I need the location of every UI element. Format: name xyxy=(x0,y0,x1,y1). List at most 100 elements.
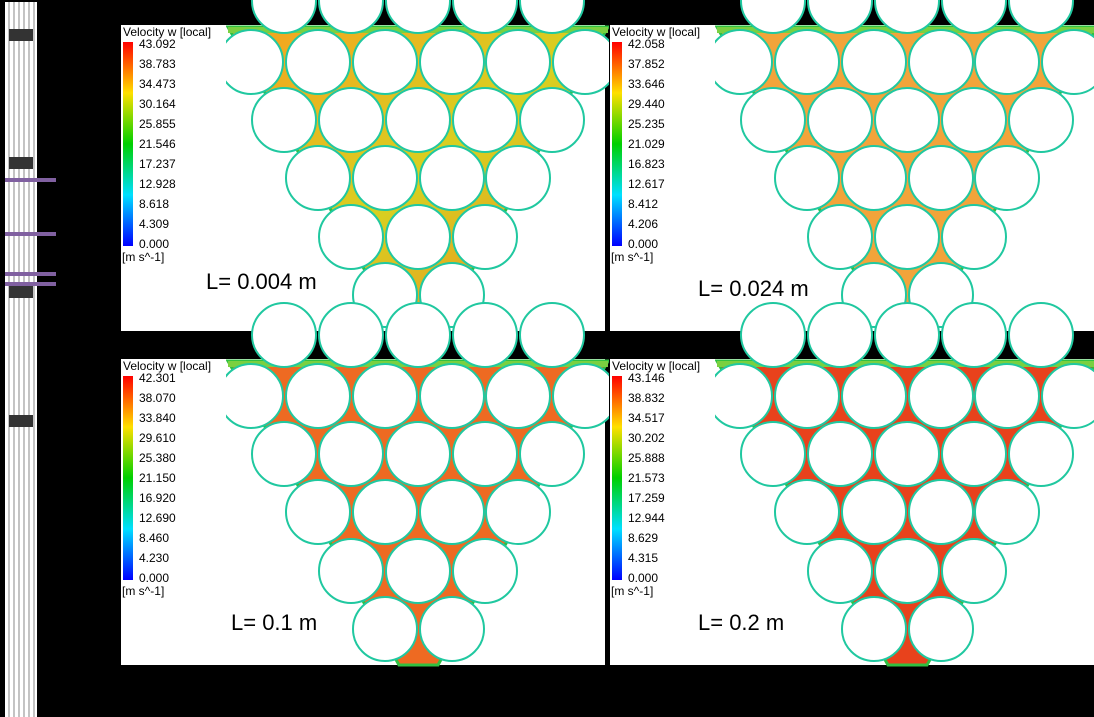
legend-tick: 8.412 xyxy=(628,197,658,211)
legend-tick: 4.315 xyxy=(628,551,658,565)
legend-bg xyxy=(610,25,715,267)
rod xyxy=(218,29,284,95)
panel: Velocity w [local]43.092 38.783 34.473 30.1… xyxy=(121,0,619,333)
legend-unit: [m s^-1] xyxy=(122,250,164,264)
rod xyxy=(807,87,873,153)
rod xyxy=(485,145,551,211)
rod xyxy=(251,302,317,368)
rod xyxy=(874,421,940,487)
rod xyxy=(1008,421,1074,487)
legend-title: Velocity w [local] xyxy=(612,25,700,39)
rod xyxy=(318,0,384,34)
rod xyxy=(352,363,418,429)
legend-tick: 30.164 xyxy=(139,97,176,111)
rod xyxy=(419,29,485,95)
rod xyxy=(452,538,518,604)
legend-tick: 17.237 xyxy=(139,157,176,171)
legend-tick: 21.546 xyxy=(139,137,176,151)
legend-tick: 43.146 xyxy=(628,371,665,385)
rod xyxy=(841,479,907,545)
rod xyxy=(807,421,873,487)
legend-tick: 38.832 xyxy=(628,391,665,405)
rod xyxy=(352,596,418,662)
color-bar xyxy=(612,42,622,246)
legend-tick: 33.646 xyxy=(628,77,665,91)
rod xyxy=(519,421,585,487)
strip-mark xyxy=(9,286,33,298)
rod xyxy=(318,421,384,487)
legend-tick: 34.517 xyxy=(628,411,665,425)
rod xyxy=(285,479,351,545)
legend-unit: [m s^-1] xyxy=(122,584,164,598)
rod xyxy=(452,302,518,368)
rod xyxy=(1008,87,1074,153)
panel: Velocity w [local]42.058 37.852 33.646 29.4… xyxy=(610,0,1094,333)
rod xyxy=(485,29,551,95)
rod xyxy=(974,29,1040,95)
rod xyxy=(740,421,806,487)
rod xyxy=(941,0,1007,34)
strip-lines xyxy=(5,2,56,717)
rod xyxy=(841,29,907,95)
length-label: L= 0.024 m xyxy=(698,276,809,301)
legend-tick: 12.928 xyxy=(139,177,176,191)
legend-tick: 16.823 xyxy=(628,157,665,171)
rod xyxy=(941,538,1007,604)
rod xyxy=(251,87,317,153)
rod xyxy=(941,204,1007,270)
legend-tick: 4.309 xyxy=(139,217,169,231)
rod xyxy=(1041,363,1094,429)
rod xyxy=(941,87,1007,153)
legend-tick: 0.000 xyxy=(139,237,169,251)
legend-tick: 33.840 xyxy=(139,411,176,425)
rod xyxy=(740,87,806,153)
legend-tick: 8.629 xyxy=(628,531,658,545)
color-bar xyxy=(123,42,133,246)
rod xyxy=(318,538,384,604)
legend-tick: 42.301 xyxy=(139,371,176,385)
rod xyxy=(774,29,840,95)
length-label: L= 0.004 m xyxy=(206,269,317,294)
rod xyxy=(285,145,351,211)
rod xyxy=(485,363,551,429)
rod xyxy=(352,479,418,545)
legend-tick: 21.150 xyxy=(139,471,176,485)
rod xyxy=(385,421,451,487)
rod xyxy=(740,0,806,34)
rod xyxy=(552,363,618,429)
strip-bar xyxy=(5,282,56,286)
legend-tick: 25.235 xyxy=(628,117,665,131)
legend-tick: 34.473 xyxy=(139,77,176,91)
strip-bar xyxy=(5,178,56,182)
legend-title: Velocity w [local] xyxy=(123,25,211,39)
rod xyxy=(841,363,907,429)
legend-tick: 25.380 xyxy=(139,451,176,465)
rod xyxy=(318,87,384,153)
side-strip xyxy=(5,2,37,717)
rod xyxy=(941,302,1007,368)
rod xyxy=(552,29,618,95)
rod xyxy=(774,363,840,429)
legend-title: Velocity w [local] xyxy=(612,359,700,373)
rod xyxy=(908,363,974,429)
strip-mark xyxy=(9,29,33,41)
rod xyxy=(419,145,485,211)
strip-mark xyxy=(9,157,33,169)
rod xyxy=(841,145,907,211)
rod xyxy=(774,479,840,545)
legend-tick: 43.092 xyxy=(139,37,176,51)
rod xyxy=(807,0,873,34)
legend-tick: 29.610 xyxy=(139,431,176,445)
legend-tick: 8.618 xyxy=(139,197,169,211)
legend-tick: 12.617 xyxy=(628,177,665,191)
rod xyxy=(318,204,384,270)
rod xyxy=(519,0,585,34)
legend-tick: 8.460 xyxy=(139,531,169,545)
legend-unit: [m s^-1] xyxy=(611,584,653,598)
legend-unit: [m s^-1] xyxy=(611,250,653,264)
rod xyxy=(318,302,384,368)
rod xyxy=(385,204,451,270)
rod xyxy=(452,421,518,487)
rod xyxy=(908,479,974,545)
